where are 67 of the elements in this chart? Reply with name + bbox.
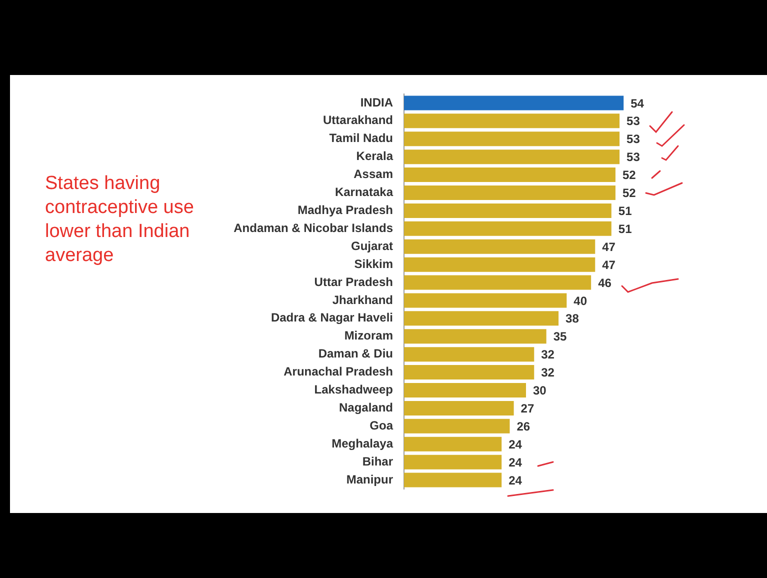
y-tick-label: Goa <box>370 418 394 432</box>
data-label: 53 <box>626 132 640 146</box>
bar <box>404 347 534 362</box>
bar <box>404 329 546 344</box>
data-label: 32 <box>541 348 555 362</box>
bar <box>404 168 616 182</box>
bar <box>404 436 502 452</box>
bar <box>404 418 510 434</box>
data-label: 26 <box>516 419 530 434</box>
y-tick-label: Jharkhand <box>332 292 393 307</box>
bar <box>404 454 502 470</box>
y-tick-label: Gujarat <box>350 238 393 253</box>
y-tick-label: Daman & Diu <box>318 346 393 361</box>
data-label: 51 <box>618 222 632 236</box>
data-label: 32 <box>541 366 555 380</box>
y-tick-label: Kerala <box>356 149 394 164</box>
data-label: 24 <box>508 473 522 488</box>
bar <box>404 150 620 164</box>
bar <box>404 186 616 200</box>
bar <box>404 311 559 326</box>
bar <box>404 365 534 380</box>
data-label: 52 <box>622 168 636 182</box>
bar <box>404 96 624 110</box>
data-label: 38 <box>566 312 580 326</box>
data-label: 35 <box>553 330 568 344</box>
bar <box>404 132 620 146</box>
y-tick-label: Arunachal Pradesh <box>284 364 393 379</box>
y-tick-label: Assam <box>354 167 393 182</box>
y-tick-label: INDIA <box>360 95 394 110</box>
y-tick-label: Uttarakhand <box>322 113 393 128</box>
y-tick-label: Manipur <box>346 472 394 486</box>
data-label: 27 <box>520 402 534 416</box>
bar <box>404 257 596 272</box>
data-label: 24 <box>508 455 522 470</box>
bar <box>404 472 502 488</box>
y-tick-label: Madhya Pradesh <box>298 203 393 218</box>
bar <box>404 275 592 290</box>
y-tick-label: Lakshadweep <box>314 382 393 397</box>
y-tick-label: Tamil Nadu <box>329 131 393 146</box>
data-label: 46 <box>598 276 612 290</box>
data-label: 47 <box>602 258 616 272</box>
data-label: 47 <box>602 240 616 254</box>
data-label: 40 <box>574 294 588 308</box>
y-tick-label: Bihar <box>362 454 394 468</box>
bar <box>404 383 526 398</box>
data-label: 51 <box>618 204 632 218</box>
data-label: 54 <box>630 96 644 110</box>
data-label: 52 <box>622 186 636 200</box>
bar <box>404 293 567 308</box>
y-tick-label: Uttar Pradesh <box>314 274 393 289</box>
y-tick-label: Andaman & Nicobar Islands <box>234 220 394 235</box>
y-tick-label: Sikkim <box>354 256 393 271</box>
y-tick-label: Nagaland <box>338 400 393 415</box>
bar <box>404 114 620 128</box>
y-tick-label: Karnataka <box>334 185 394 200</box>
bar <box>404 239 596 254</box>
data-label: 30 <box>533 384 547 398</box>
y-tick-label: Dadra & Nagar Haveli <box>270 310 393 325</box>
data-label: 53 <box>626 114 640 128</box>
data-label: 53 <box>626 150 640 164</box>
bar <box>404 221 612 236</box>
text: States having contraceptive use lower than Indian average <box>45 172 195 268</box>
data-label: 24 <box>508 437 522 452</box>
bar <box>404 400 514 416</box>
bar <box>404 203 612 218</box>
y-tick-label: Mizoram <box>344 328 393 343</box>
y-tick-label: Meghalaya <box>332 436 394 450</box>
